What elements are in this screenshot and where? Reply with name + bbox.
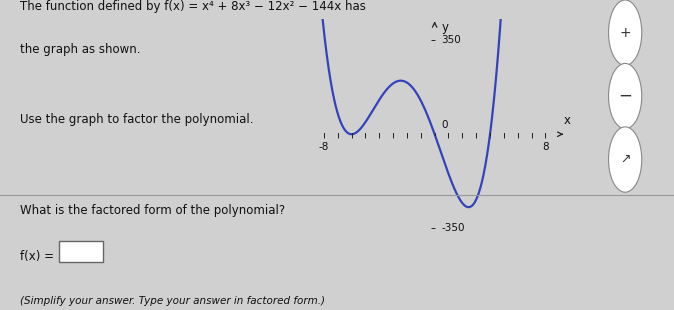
Text: x: x xyxy=(563,114,570,127)
Text: Use the graph to factor the polynomial.: Use the graph to factor the polynomial. xyxy=(20,113,253,126)
Text: The function defined by f(x) = x⁴ + 8x³ − 12x² − 144x has: The function defined by f(x) = x⁴ + 8x³ … xyxy=(20,0,366,13)
Text: y: y xyxy=(441,21,449,34)
Text: ↗: ↗ xyxy=(620,153,630,166)
Text: -8: -8 xyxy=(319,142,329,152)
Text: 8: 8 xyxy=(542,142,549,152)
Text: −: − xyxy=(618,87,632,105)
Circle shape xyxy=(609,127,642,192)
Text: f(x) =: f(x) = xyxy=(20,250,54,264)
Text: -350: -350 xyxy=(441,223,465,233)
Text: (Simplify your answer. Type your answer in factored form.): (Simplify your answer. Type your answer … xyxy=(20,296,326,306)
Circle shape xyxy=(609,0,642,65)
Circle shape xyxy=(609,64,642,129)
FancyBboxPatch shape xyxy=(59,241,103,262)
Text: What is the factored form of the polynomial?: What is the factored form of the polynom… xyxy=(20,205,285,218)
Text: 350: 350 xyxy=(441,35,461,45)
Text: 0: 0 xyxy=(441,120,448,130)
Text: the graph as shown.: the graph as shown. xyxy=(20,43,141,56)
Text: +: + xyxy=(619,26,631,40)
